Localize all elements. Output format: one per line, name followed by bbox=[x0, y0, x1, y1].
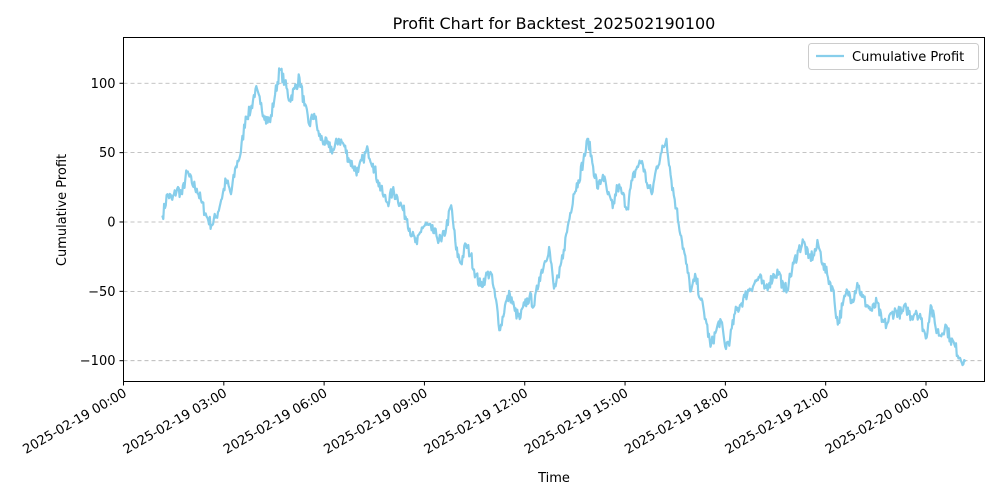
y-gridlines bbox=[123, 82, 985, 362]
x-tick-label: 2025-02-19 06:00 bbox=[221, 386, 330, 458]
y-tick-label: 50 bbox=[99, 146, 116, 161]
x-tick-label: 2025-02-19 03:00 bbox=[121, 386, 230, 458]
chart-title: Profit Chart for Backtest_202502190100 bbox=[393, 14, 716, 34]
x-tick-label: 2025-02-19 21:00 bbox=[723, 386, 832, 458]
y-axis-label: Cumulative Profit bbox=[55, 154, 70, 266]
legend: Cumulative Profit bbox=[808, 43, 979, 70]
x-tick-label: 2025-02-19 12:00 bbox=[422, 386, 531, 458]
x-tick-label: 2025-02-19 15:00 bbox=[522, 386, 631, 458]
legend-entry-cumulative-profit: Cumulative Profit bbox=[852, 50, 964, 65]
x-tick-label: 2025-02-19 09:00 bbox=[321, 386, 430, 458]
legend-box bbox=[808, 43, 979, 70]
y-tick-label: −50 bbox=[88, 285, 115, 300]
y-tick-label: −100 bbox=[80, 354, 116, 369]
cumulative-profit-line bbox=[161, 67, 967, 367]
plot-frame bbox=[123, 37, 985, 382]
y-axis-ticks: −100 −50 0 50 100 bbox=[80, 77, 124, 369]
x-tick-label: 2025-02-19 18:00 bbox=[622, 386, 731, 458]
x-tick-label: 2025-02-19 00:00 bbox=[21, 386, 130, 458]
x-axis-label: Time bbox=[537, 471, 570, 486]
y-tick-label: 100 bbox=[91, 77, 116, 92]
y-tick-label: 0 bbox=[107, 215, 115, 230]
x-tick-label: 2025-02-20 00:00 bbox=[823, 386, 932, 458]
